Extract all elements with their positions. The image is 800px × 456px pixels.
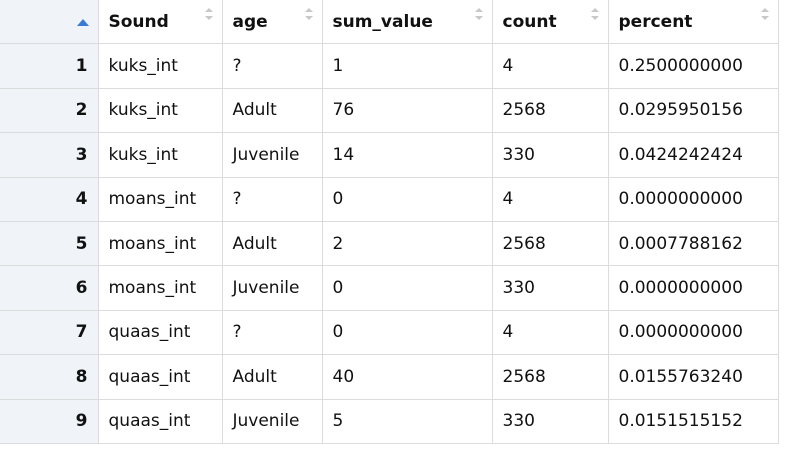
table-cell: moans_int — [97, 220, 223, 267]
table-cell: quaas_int — [97, 309, 223, 356]
table-cell: Adult — [221, 220, 323, 267]
table-cell: moans_int — [97, 176, 223, 222]
table-cell: 5 — [321, 398, 493, 444]
table-cell: 330 — [491, 265, 609, 311]
table-header: Sound age sum_value count percent — [0, 0, 779, 45]
row-index: 3 — [0, 132, 99, 178]
table-cell: 4 — [491, 176, 609, 222]
table-cell: Adult — [221, 87, 323, 134]
data-table: Sound age sum_value count percent 1 kuks_int?… — [0, 0, 779, 444]
table-row: 2 kuks_int Adult 76 2568 0.0295950156 — [0, 87, 779, 134]
row-index: 5 — [0, 220, 99, 267]
table-row: 6 moans_int Juvenile 0 330 0.0000000000 — [0, 265, 779, 311]
table-row: 9 quaas_int Juvenile 5 330 0.0151515152 — [0, 398, 779, 444]
column-header[interactable]: percent — [607, 0, 779, 45]
table-cell: kuks_int — [97, 87, 223, 134]
table-cell: 76 — [321, 87, 493, 134]
table-cell: ? — [221, 43, 323, 89]
row-index: 6 — [0, 265, 99, 311]
header-row: Sound age sum_value count percent — [0, 0, 779, 45]
sort-icon — [590, 8, 599, 20]
table-row: 5 moans_int Adult 2 2568 0.0007788162 — [0, 220, 779, 267]
table-cell: 0.0000000000 — [607, 176, 779, 222]
column-header[interactable]: count — [491, 0, 609, 45]
table-cell: 0 — [321, 265, 493, 311]
index-header[interactable] — [0, 0, 99, 45]
column-header-label: age — [232, 11, 268, 32]
column-header[interactable]: Sound — [97, 0, 223, 45]
table-cell: 2 — [321, 220, 493, 267]
table-row: 3 kuks_int Juvenile 14 330 0.0424242424 — [0, 132, 779, 178]
column-header-label: percent — [618, 11, 693, 32]
column-header-label: Sound — [108, 11, 169, 32]
table-cell: ? — [221, 176, 323, 222]
table-row: 7 quaas_int? 0 4 0.0000000000 — [0, 309, 779, 356]
table-cell: 330 — [491, 132, 609, 178]
table-cell: 2568 — [491, 220, 609, 267]
sort-asc-icon — [76, 19, 89, 26]
row-index: 9 — [0, 398, 99, 444]
sort-icon — [760, 8, 769, 20]
table-cell: 0.0000000000 — [607, 309, 779, 356]
sort-icon — [304, 8, 313, 20]
table-body: 1 kuks_int? 1 4 0.2500000000 2 kuks_int Adult 76… — [0, 43, 779, 444]
table-cell: 0 — [321, 309, 493, 356]
row-index: 4 — [0, 176, 99, 222]
table-cell: 0.0424242424 — [607, 132, 779, 178]
table-cell: quaas_int — [97, 354, 223, 400]
row-index: 1 — [0, 43, 99, 89]
table-cell: 4 — [491, 43, 609, 89]
column-header[interactable]: sum_value — [321, 0, 493, 45]
table-cell: Juvenile — [221, 398, 323, 444]
table-cell: 4 — [491, 309, 609, 356]
table-cell: ? — [221, 309, 323, 356]
table-cell: Juvenile — [221, 132, 323, 178]
table-cell: 0.0007788162 — [607, 220, 779, 267]
table-cell: 0.0155763240 — [607, 354, 779, 400]
table-cell: Juvenile — [221, 265, 323, 311]
table-cell: kuks_int — [97, 43, 223, 89]
table-row: 4 moans_int? 0 4 0.0000000000 — [0, 176, 779, 222]
table-cell: kuks_int — [97, 132, 223, 178]
table-cell: 14 — [321, 132, 493, 178]
table-cell: 40 — [321, 354, 493, 400]
sort-icon — [204, 8, 213, 20]
column-header-label: count — [502, 11, 557, 32]
table-cell: 0 — [321, 176, 493, 222]
table-row: 8 quaas_int Adult 40 2568 0.0155763240 — [0, 354, 779, 400]
table-cell: moans_int — [97, 265, 223, 311]
table-cell: 0.0295950156 — [607, 87, 779, 134]
table-cell: 0.0151515152 — [607, 398, 779, 444]
table-cell: 330 — [491, 398, 609, 444]
table-cell: 0.0000000000 — [607, 265, 779, 311]
table-cell: Adult — [221, 354, 323, 400]
table-cell: 0.2500000000 — [607, 43, 779, 89]
row-index: 2 — [0, 87, 99, 134]
column-header-label: sum_value — [332, 11, 433, 32]
table-row: 1 kuks_int? 1 4 0.2500000000 — [0, 43, 779, 89]
row-index: 8 — [0, 354, 99, 400]
table-cell: 2568 — [491, 87, 609, 134]
table-cell: 2568 — [491, 354, 609, 400]
table-cell: 1 — [321, 43, 493, 89]
sort-icon — [474, 8, 483, 20]
table-cell: quaas_int — [97, 398, 223, 444]
column-header[interactable]: age — [221, 0, 323, 45]
row-index: 7 — [0, 309, 99, 356]
